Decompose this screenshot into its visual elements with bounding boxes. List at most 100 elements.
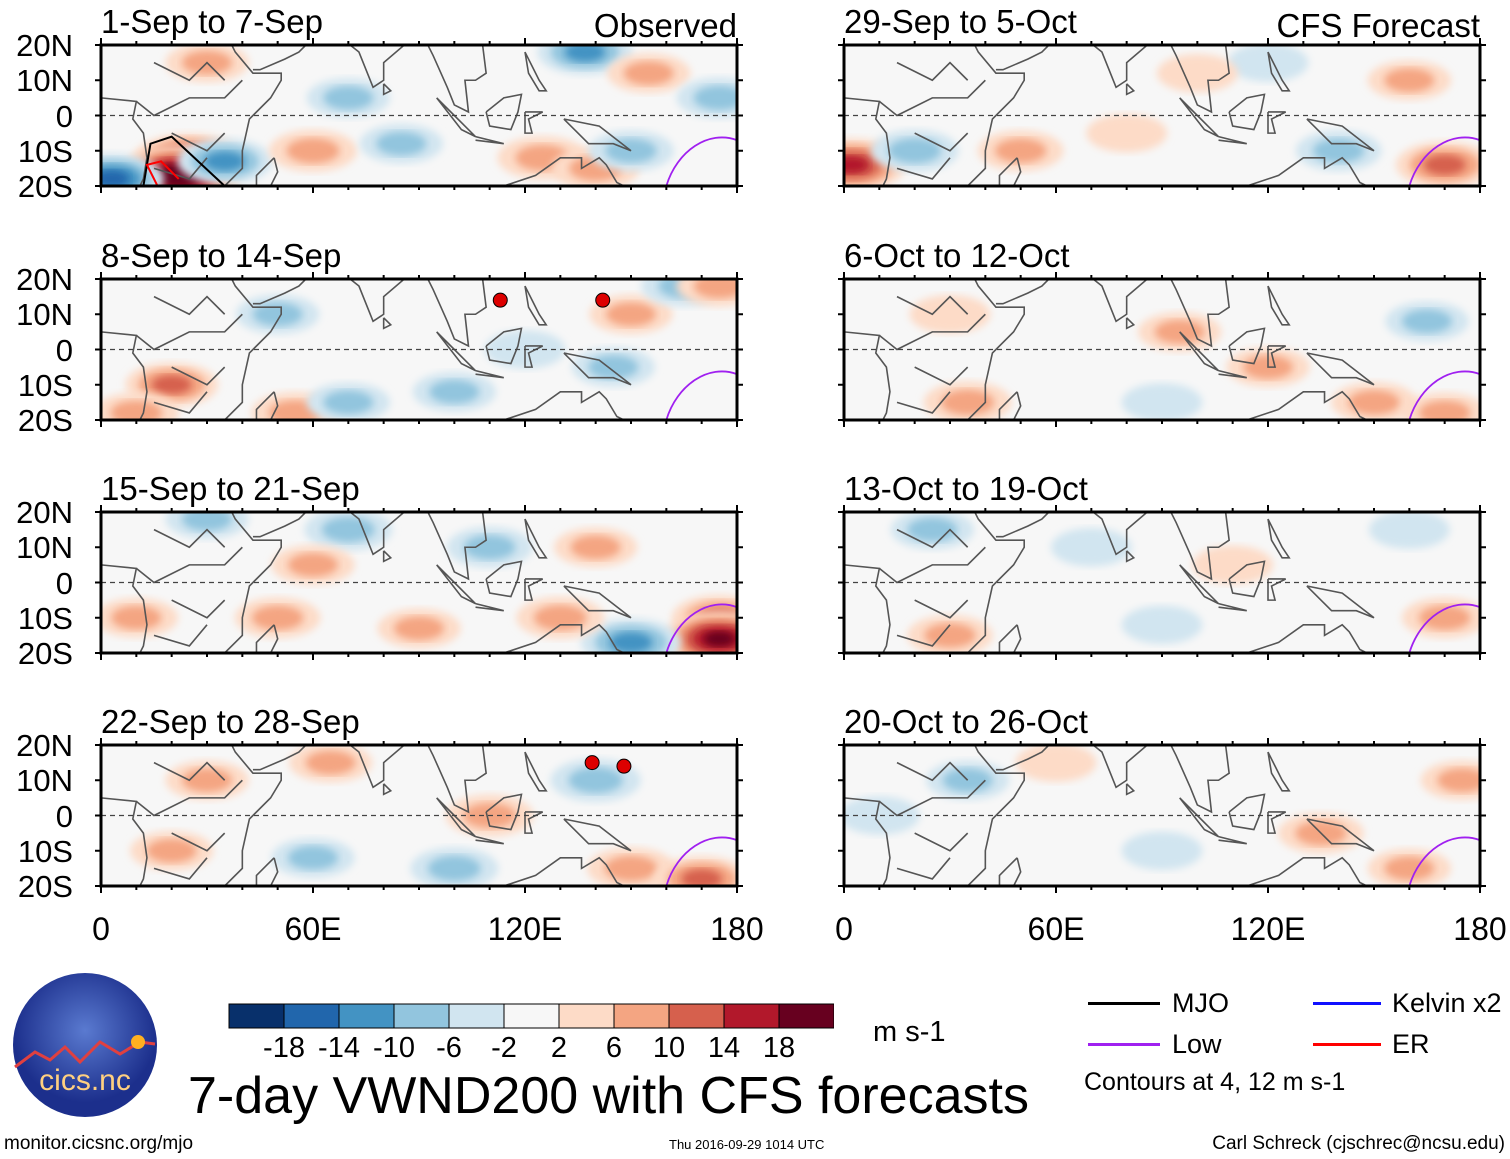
anomaly-shading bbox=[1156, 54, 1238, 93]
coastline bbox=[153, 761, 226, 782]
anomaly-shading bbox=[204, 151, 246, 172]
map-panel bbox=[95, 38, 743, 193]
anomaly-shading bbox=[394, 616, 444, 641]
anomaly-shading bbox=[110, 400, 163, 420]
coastline bbox=[1267, 578, 1287, 601]
coastline bbox=[524, 811, 544, 834]
anomaly-shading bbox=[323, 85, 374, 110]
y-tick-label: 10S bbox=[17, 367, 73, 403]
coastline bbox=[224, 745, 282, 886]
map-panel bbox=[838, 272, 1486, 427]
colorbar-box bbox=[558, 1003, 615, 1029]
chart-title: 7-day VWND200 with CFS forecasts bbox=[188, 1067, 1029, 1125]
coastline bbox=[998, 157, 1022, 186]
coastline bbox=[995, 279, 1050, 305]
anomaly-shading bbox=[151, 375, 192, 395]
footer-url: monitor.cicsnc.org/mjo bbox=[4, 1133, 194, 1154]
anomaly-shading bbox=[994, 138, 1047, 163]
colorbar-box bbox=[448, 1003, 505, 1029]
coastline bbox=[914, 832, 969, 852]
y-tick-label: 0 bbox=[55, 98, 73, 134]
colorbar-units: m s-1 bbox=[873, 1016, 946, 1048]
anomaly-shading bbox=[288, 552, 338, 577]
coastline bbox=[255, 157, 279, 186]
y-tick-label: 0 bbox=[55, 332, 73, 368]
coastline bbox=[1267, 811, 1287, 834]
colorbar-box bbox=[228, 1003, 285, 1029]
x-tick-label: 60E bbox=[284, 911, 342, 947]
low-contour bbox=[1408, 370, 1480, 420]
coastline bbox=[914, 599, 969, 619]
coastline bbox=[348, 745, 487, 814]
coastline bbox=[436, 331, 477, 372]
coastline bbox=[382, 550, 393, 563]
coastline bbox=[1267, 285, 1291, 326]
colorbar-box bbox=[723, 1003, 780, 1029]
coastline bbox=[475, 369, 504, 379]
anomaly-shading bbox=[305, 750, 356, 775]
legend-label-er: ER bbox=[1392, 1029, 1430, 1059]
footer-author: Carl Schreck (cjschrec@ncsu.edu) bbox=[1212, 1133, 1505, 1154]
coastline bbox=[101, 331, 148, 420]
coastline bbox=[503, 856, 625, 886]
coastline bbox=[1306, 818, 1375, 852]
coastline bbox=[382, 783, 393, 796]
coastline bbox=[1228, 93, 1266, 131]
coastline bbox=[153, 295, 226, 316]
coastline bbox=[896, 761, 969, 782]
panel-title: 20-Oct to 26-Oct bbox=[844, 703, 1088, 740]
coastline bbox=[1267, 751, 1291, 792]
coastline bbox=[1218, 135, 1247, 145]
anomaly-shading bbox=[146, 838, 197, 863]
anomaly-shading bbox=[606, 302, 656, 327]
x-tick-label: 0 bbox=[835, 911, 853, 947]
anomaly-shading bbox=[1015, 745, 1097, 782]
footer-timestamp: Thu 2016-09-29 1014 UTC bbox=[669, 1137, 825, 1152]
coastline bbox=[524, 578, 544, 601]
cicsnc-logo: cics.nc bbox=[13, 973, 157, 1117]
y-tick-label: 20S bbox=[17, 169, 73, 204]
tropical-cyclone-icon bbox=[616, 758, 632, 774]
coastline bbox=[101, 97, 148, 186]
y-tick-label: 20N bbox=[16, 28, 73, 63]
colorbar-tick-label: 18 bbox=[762, 1032, 796, 1064]
map-panel bbox=[838, 505, 1486, 660]
anomaly-shading bbox=[924, 623, 976, 648]
x-tick-label: 120E bbox=[1230, 911, 1306, 947]
coastline bbox=[896, 528, 969, 549]
colorbar-box bbox=[613, 1003, 670, 1029]
anomaly-shading bbox=[463, 535, 516, 560]
coastline bbox=[878, 546, 986, 584]
coastline bbox=[524, 518, 548, 559]
anomaly-shading bbox=[286, 138, 340, 164]
coastline bbox=[1091, 45, 1230, 114]
coastline bbox=[171, 599, 226, 619]
coastline bbox=[1306, 585, 1375, 619]
low-contour bbox=[665, 603, 737, 653]
anomaly-shading bbox=[1402, 309, 1452, 334]
coastline bbox=[1091, 279, 1230, 348]
coastline bbox=[1228, 793, 1266, 831]
anomaly-shading bbox=[251, 605, 304, 630]
anomaly-shading bbox=[693, 279, 737, 299]
legend-label-kelvin: Kelvin x2 bbox=[1392, 988, 1502, 1018]
coastline bbox=[1246, 623, 1368, 653]
coastline bbox=[382, 83, 393, 96]
map-panel bbox=[95, 272, 743, 427]
coastline bbox=[1228, 560, 1266, 598]
coastline bbox=[878, 79, 986, 117]
coastline bbox=[1125, 783, 1136, 796]
coastline bbox=[503, 623, 625, 653]
panel-title: 13-Oct to 19-Oct bbox=[844, 470, 1088, 507]
coastline bbox=[153, 624, 208, 647]
coastline bbox=[1267, 111, 1287, 134]
coastline bbox=[967, 512, 1025, 653]
coastline bbox=[224, 45, 282, 186]
coastline bbox=[503, 156, 625, 186]
coastline bbox=[524, 51, 548, 92]
anomaly-shading bbox=[693, 85, 737, 111]
anomaly-shading bbox=[909, 295, 991, 334]
coastline bbox=[348, 512, 487, 581]
y-tick-label: 10S bbox=[17, 600, 73, 636]
